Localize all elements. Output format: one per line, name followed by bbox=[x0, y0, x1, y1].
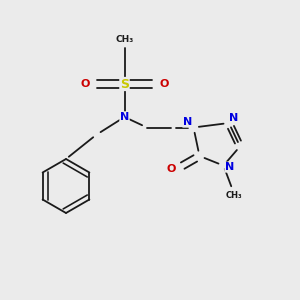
Text: O: O bbox=[80, 79, 90, 89]
Text: N: N bbox=[229, 112, 238, 123]
Text: CH₃: CH₃ bbox=[226, 190, 242, 200]
Text: N: N bbox=[183, 117, 192, 127]
Text: N: N bbox=[225, 162, 234, 172]
Text: O: O bbox=[166, 164, 176, 175]
Text: S: S bbox=[120, 77, 129, 91]
Text: N: N bbox=[120, 112, 129, 122]
Text: CH₃: CH₃ bbox=[116, 34, 134, 43]
Text: O: O bbox=[159, 79, 169, 89]
